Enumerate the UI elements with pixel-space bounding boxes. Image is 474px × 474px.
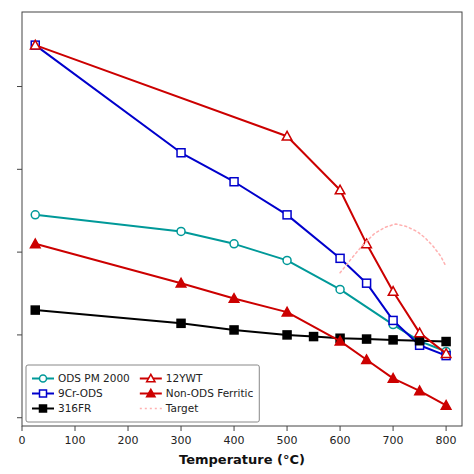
y-tick	[17, 334, 22, 335]
point	[31, 306, 39, 314]
chart: 0 100 200 300 400 500 600 700 800 Temperature (°C…	[0, 0, 474, 474]
legend-item: ODS PM 2000	[32, 372, 130, 384]
y-tick	[17, 417, 22, 418]
series-line	[35, 45, 446, 356]
x-tick	[234, 426, 235, 431]
legend-item: Target	[140, 402, 198, 414]
y-tick	[17, 252, 22, 253]
point	[416, 337, 424, 345]
point	[335, 185, 345, 194]
legend-label: ODS PM 2000	[58, 372, 130, 384]
x-tick-label: 100	[65, 434, 86, 447]
point	[389, 316, 397, 324]
point	[230, 326, 238, 334]
legend-marker	[147, 389, 155, 397]
point	[30, 239, 40, 248]
x-tick	[393, 426, 394, 431]
x-axis-label: Temperature (°C)	[179, 452, 305, 467]
point	[335, 336, 345, 345]
legend-box	[26, 365, 259, 422]
series	[31, 211, 450, 356]
series	[31, 41, 450, 360]
series	[30, 40, 450, 357]
point	[283, 211, 291, 219]
legend-label: 9Cr-ODS	[58, 387, 103, 399]
point	[389, 336, 397, 344]
series-line	[35, 45, 446, 353]
x-tick	[287, 426, 288, 431]
x-tick-label: 0	[19, 434, 26, 447]
point	[336, 285, 344, 293]
y-axis	[17, 87, 22, 418]
x-tick	[75, 426, 76, 431]
point	[310, 333, 318, 341]
series	[31, 306, 450, 345]
point	[282, 131, 292, 140]
plot-area	[30, 40, 450, 409]
legend-label: Target	[165, 402, 198, 414]
point	[363, 335, 371, 343]
x-tick	[22, 426, 23, 431]
legend-item: 9Cr-ODS	[32, 387, 103, 399]
x-tick	[181, 426, 182, 431]
legend: ODS PM 2000 9Cr-ODS 316FR 12YWT Non-ODS Ferr…	[26, 365, 259, 422]
point	[176, 278, 186, 287]
point	[30, 40, 40, 49]
point	[415, 386, 425, 395]
legend-marker	[40, 375, 47, 382]
series	[340, 224, 446, 273]
series-line	[35, 310, 446, 341]
legend-marker	[147, 374, 155, 382]
legend-label: 12YWT	[166, 372, 203, 384]
legend-swatch	[140, 408, 162, 410]
point	[415, 328, 425, 337]
point	[177, 149, 185, 157]
point	[230, 240, 238, 248]
point	[362, 355, 372, 364]
series-line	[340, 224, 446, 273]
x-tick-label: 500	[277, 434, 298, 447]
legend-item: Non-ODS Ferritic	[140, 387, 254, 399]
point	[441, 349, 451, 358]
series-line	[35, 215, 446, 352]
x-tick	[446, 426, 447, 431]
point	[31, 41, 39, 49]
point	[388, 287, 398, 296]
legend-item: 12YWT	[140, 372, 203, 384]
legend-item: 316FR	[32, 402, 91, 414]
x-tick-label: 400	[224, 434, 245, 447]
legend-label: 316FR	[58, 402, 91, 414]
legend-marker	[40, 390, 47, 397]
x-tick-label: 600	[330, 434, 351, 447]
x-axis: 0 100 200 300 400 500 600 700 800	[19, 426, 457, 447]
point	[283, 256, 291, 264]
point	[283, 331, 291, 339]
point	[177, 227, 185, 235]
point	[177, 319, 185, 327]
x-tick	[340, 426, 341, 431]
point	[230, 178, 238, 186]
x-tick-label: 200	[118, 434, 139, 447]
point	[363, 279, 371, 287]
x-tick-label: 700	[383, 434, 404, 447]
legend-label: Non-ODS Ferritic	[166, 387, 254, 399]
point	[442, 338, 450, 346]
y-tick	[17, 86, 22, 87]
x-tick-label: 800	[436, 434, 457, 447]
point	[282, 307, 292, 316]
y-tick	[17, 169, 22, 170]
point	[31, 211, 39, 219]
point	[416, 337, 424, 345]
x-tick	[128, 426, 129, 431]
point	[441, 401, 451, 410]
point	[336, 254, 344, 262]
point	[388, 374, 398, 383]
x-tick-label: 300	[171, 434, 192, 447]
legend-marker	[40, 405, 47, 412]
point	[229, 294, 239, 303]
plot-frame	[22, 12, 462, 426]
